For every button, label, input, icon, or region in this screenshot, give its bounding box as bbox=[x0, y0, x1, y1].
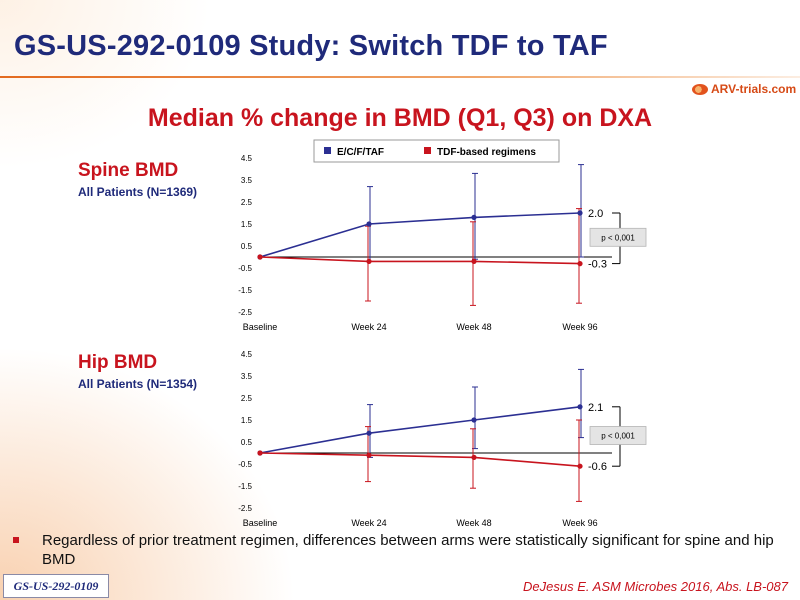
y-tick-label: -2.5 bbox=[238, 308, 252, 317]
y-tick-label: 3.5 bbox=[241, 372, 253, 381]
end-value-label: 2.0 bbox=[588, 208, 603, 220]
data-point bbox=[471, 258, 477, 264]
data-point bbox=[471, 214, 477, 220]
x-tick-label: Baseline bbox=[243, 322, 278, 332]
end-value-label: -0.3 bbox=[588, 259, 607, 271]
conclusion-bullet: Regardless of prior treatment regimen, d… bbox=[42, 532, 774, 568]
title-divider bbox=[0, 76, 800, 78]
page-title: GS-US-292-0109 Study: Switch TDF to TAF bbox=[14, 30, 608, 62]
spine-chart: 4.5 3.5 2.5 1.5 0.5 -0.5 -1.5 -2.5 Baseline Week … bbox=[238, 154, 647, 332]
study-tag: GS-US-292-0109 bbox=[3, 574, 109, 598]
legend-swatch-taf bbox=[324, 147, 331, 154]
legend: E/C/F/TAF TDF-based regimens bbox=[313, 139, 560, 163]
data-point bbox=[366, 452, 372, 458]
y-tick-label: -0.5 bbox=[238, 264, 252, 273]
y-tick-label: 4.5 bbox=[241, 350, 253, 359]
x-tick-label: Week 48 bbox=[456, 518, 491, 528]
y-tick-label: 4.5 bbox=[241, 154, 253, 163]
legend-swatch-tdf bbox=[424, 147, 431, 154]
data-point bbox=[366, 430, 372, 436]
data-point bbox=[366, 258, 372, 264]
pvalue-label: p < 0,001 bbox=[601, 233, 635, 242]
end-value-label: -0.6 bbox=[588, 461, 607, 473]
data-point bbox=[577, 404, 583, 410]
series-line bbox=[259, 212, 581, 258]
logo-icon bbox=[692, 83, 708, 95]
y-tick-label: 3.5 bbox=[241, 176, 253, 185]
x-tick-label: Baseline bbox=[243, 518, 278, 528]
data-point bbox=[577, 463, 583, 469]
y-tick-label: 2.5 bbox=[241, 394, 253, 403]
series-line bbox=[259, 256, 581, 265]
bullet-icon bbox=[13, 537, 19, 543]
y-tick-label: 0.5 bbox=[241, 242, 253, 251]
end-value-label: 2.1 bbox=[588, 402, 603, 414]
data-point bbox=[577, 261, 583, 267]
data-point bbox=[471, 417, 477, 423]
data-point bbox=[366, 221, 372, 227]
hip-chart: 4.5 3.5 2.5 1.5 0.5 -0.5 -1.5 -2.5 Baseline Week … bbox=[238, 350, 647, 528]
data-point bbox=[471, 454, 477, 460]
data-point bbox=[257, 254, 263, 260]
series-line bbox=[259, 406, 581, 454]
y-tick-label: -2.5 bbox=[238, 504, 252, 513]
spine-panel-title: Spine BMD bbox=[78, 160, 179, 181]
pvalue-label: p < 0,001 bbox=[601, 432, 635, 441]
citation: DeJesus E. ASM Microbes 2016, Abs. LB-08… bbox=[523, 579, 788, 594]
y-tick-label: 1.5 bbox=[241, 416, 253, 425]
x-tick-label: Week 96 bbox=[562, 518, 597, 528]
x-tick-label: Week 96 bbox=[562, 322, 597, 332]
x-tick-label: Week 24 bbox=[351, 322, 386, 332]
site-logo[interactable]: ARV-trials.com bbox=[692, 82, 796, 96]
legend-label-taf: E/C/F/TAF bbox=[337, 147, 384, 158]
data-point bbox=[257, 450, 263, 456]
legend-box bbox=[313, 139, 560, 163]
y-tick-label: -1.5 bbox=[238, 482, 252, 491]
y-tick-label: 2.5 bbox=[241, 198, 253, 207]
chart-subtitle: Median % change in BMD (Q1, Q3) on DXA bbox=[147, 104, 653, 132]
y-tick-label: 0.5 bbox=[241, 438, 253, 447]
logo-text: ARV-trials.com bbox=[711, 82, 797, 96]
pvalue-box bbox=[589, 426, 647, 445]
legend-label-tdf: TDF-based regimens bbox=[437, 147, 536, 158]
data-point bbox=[577, 210, 583, 216]
spine-panel-subtitle: All Patients (N=1369) bbox=[78, 185, 198, 199]
y-tick-label: -1.5 bbox=[238, 286, 252, 295]
y-tick-label: 1.5 bbox=[241, 220, 253, 229]
series-line bbox=[259, 452, 581, 467]
hip-panel-title: Hip BMD bbox=[78, 352, 158, 373]
x-tick-label: Week 24 bbox=[351, 518, 386, 528]
pvalue-box bbox=[589, 227, 647, 247]
y-tick-label: -0.5 bbox=[238, 460, 252, 469]
x-tick-label: Week 48 bbox=[456, 322, 491, 332]
hip-panel-subtitle: All Patients (N=1354) bbox=[78, 377, 198, 391]
